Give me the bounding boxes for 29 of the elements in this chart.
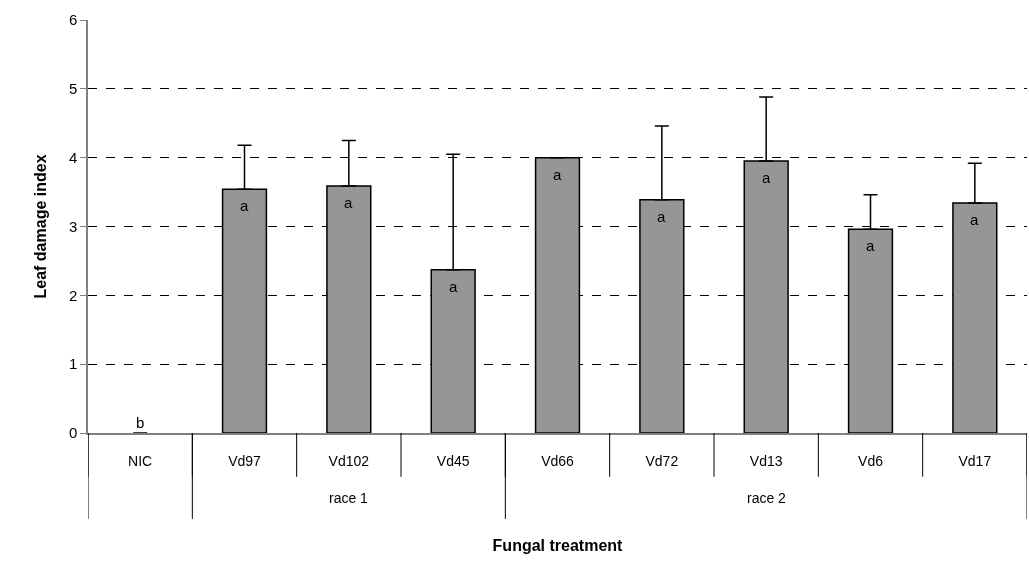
annotation: a — [970, 211, 979, 228]
annotation: a — [762, 169, 771, 186]
text: race 2 — [747, 490, 787, 506]
x-tick-label: Vd72 — [645, 452, 679, 469]
annotation: b — [136, 414, 145, 431]
annotation: a — [553, 166, 562, 183]
text: race 1 — [329, 490, 369, 506]
x-tick-label: Vd17 — [958, 452, 992, 469]
x-tick-label: Vd6 — [858, 452, 884, 469]
y-tick-label: 4 — [68, 148, 78, 166]
x-axis-title: Fungal treatment — [492, 536, 624, 554]
x-tick-label: Vd102 — [328, 452, 370, 469]
y-tick-label: 3 — [68, 217, 78, 235]
y-tick-label: 1 — [68, 355, 78, 373]
y-tick-label: 2 — [68, 286, 78, 304]
y-tick-label: 5 — [68, 80, 78, 98]
y-tick-label: 6 — [68, 11, 78, 29]
annotation: a — [449, 278, 458, 295]
annotation: a — [344, 194, 353, 211]
x-tick-label: Vd66 — [541, 452, 575, 469]
x-tick-label: NIC — [128, 452, 153, 469]
annotation: a — [657, 208, 666, 225]
x-tick-label: Vd13 — [749, 452, 783, 469]
y-axis-title: Leaf damage index — [32, 154, 50, 299]
x-tick-label: Vd97 — [228, 452, 262, 469]
annotation: a — [240, 197, 249, 214]
y-tick-label: 0 — [68, 424, 78, 442]
annotation: a — [866, 237, 875, 254]
x-tick-label: Vd45 — [436, 452, 470, 469]
